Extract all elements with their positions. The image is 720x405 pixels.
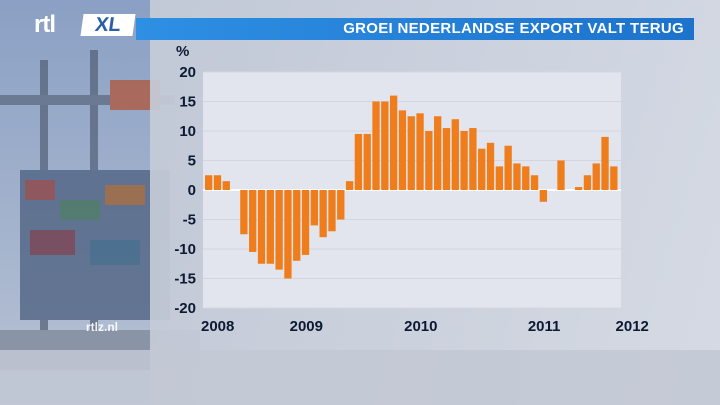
- y-tick-label: 0: [188, 182, 196, 199]
- bar: [398, 110, 407, 190]
- bar: [574, 187, 583, 190]
- bar: [592, 163, 600, 190]
- watermark: rtlz.nl: [86, 320, 118, 334]
- bar: [478, 148, 486, 190]
- bar: [337, 190, 345, 220]
- y-tick-label: 5: [188, 153, 196, 170]
- bar: [249, 190, 257, 252]
- bar: [266, 190, 274, 264]
- bar: [583, 175, 592, 190]
- title-bar: GROEI NEDERLANDSE EXPORT VALT TERUG: [136, 18, 694, 40]
- y-tick-label: 20: [179, 64, 196, 81]
- bar: [328, 190, 336, 232]
- bar: [354, 133, 363, 190]
- bar: [257, 190, 266, 264]
- chart-title: GROEI NEDERLANDSE EXPORT VALT TERUG: [343, 20, 684, 37]
- bar: [416, 113, 424, 190]
- bar: [504, 145, 512, 190]
- channel-logo: rtl XL: [34, 10, 136, 40]
- bar: [213, 175, 222, 190]
- bar: [381, 101, 389, 190]
- bar: [310, 190, 319, 226]
- bar: [513, 163, 521, 190]
- bar: [301, 190, 310, 255]
- x-tick-label: 2009: [290, 318, 323, 335]
- bar: [601, 136, 609, 190]
- bar: [240, 190, 248, 235]
- bar: [495, 166, 503, 190]
- x-tick-label: 2012: [616, 318, 649, 335]
- bar: [539, 190, 548, 202]
- x-tick-label: 2011: [528, 318, 561, 335]
- bar: [557, 160, 565, 190]
- bar: [205, 175, 213, 190]
- y-tick-label: -5: [183, 212, 196, 229]
- y-tick-label: 15: [179, 94, 196, 111]
- bar: [319, 190, 327, 238]
- bar: [293, 190, 301, 261]
- bar: [434, 116, 442, 190]
- bar: [469, 128, 477, 190]
- bar: [284, 190, 292, 279]
- y-axis-ticks: 20 15 10 5 0 -5 -10 -15 -20: [174, 64, 196, 317]
- bar: [425, 131, 433, 190]
- x-tick-label: 2010: [404, 318, 437, 335]
- bar: [530, 175, 539, 190]
- bar: [451, 119, 459, 190]
- bar: [610, 166, 618, 190]
- bar: [389, 95, 398, 190]
- bar: [372, 101, 380, 190]
- logo-rtl-text: rtl: [34, 11, 56, 38]
- bar-series: [205, 95, 618, 279]
- bar: [222, 181, 230, 190]
- bar: [486, 142, 495, 190]
- x-tick-label: 2008: [201, 318, 234, 335]
- bar: [345, 181, 354, 190]
- bar: [275, 190, 283, 270]
- bar: [522, 166, 530, 190]
- bar: [460, 131, 468, 190]
- y-tick-label: -20: [174, 300, 196, 317]
- y-axis-unit: %: [176, 43, 189, 60]
- y-tick-label: -15: [174, 271, 196, 288]
- bar: [442, 128, 451, 190]
- y-tick-label: 10: [179, 123, 196, 140]
- x-axis-ticks: 2008 2009 2010 2011 2012: [201, 318, 649, 335]
- bar: [407, 116, 415, 190]
- y-tick-label: -10: [174, 241, 196, 258]
- bar: [363, 133, 371, 190]
